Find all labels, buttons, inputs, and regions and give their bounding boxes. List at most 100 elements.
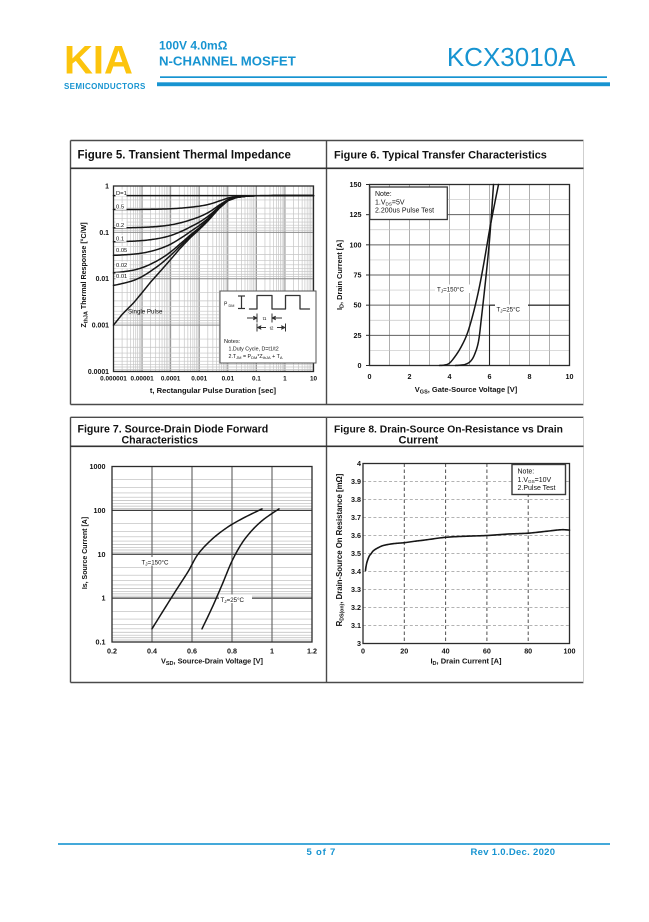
svg-text:0.8: 0.8: [227, 647, 237, 656]
svg-text:0.5: 0.5: [116, 205, 124, 211]
svg-text:3: 3: [357, 639, 361, 648]
svg-text:20: 20: [400, 647, 408, 656]
svg-text:3.6: 3.6: [351, 531, 361, 540]
svg-text:1.Duty Cycle, D=t1/t2: 1.Duty Cycle, D=t1/t2: [229, 347, 279, 353]
svg-text:2.TJM = PDM*ZthJA + TA: 2.TJM = PDM*ZthJA + TA: [229, 354, 283, 360]
svg-text:2.Pulse Test: 2.Pulse Test: [518, 485, 556, 492]
svg-text:0.02: 0.02: [116, 263, 127, 269]
svg-text:ID, Drain Current [A]: ID, Drain Current [A]: [335, 239, 346, 310]
svg-text:Characteristics: Characteristics: [122, 435, 199, 447]
svg-text:0: 0: [368, 372, 372, 381]
svg-text:DM: DM: [229, 304, 235, 308]
svg-text:1: 1: [283, 376, 287, 383]
svg-text:0.6: 0.6: [187, 647, 197, 656]
svg-text:8: 8: [528, 372, 532, 381]
svg-text:1000: 1000: [90, 462, 106, 471]
svg-text:3.7: 3.7: [351, 513, 361, 522]
svg-text:0.1: 0.1: [99, 230, 109, 237]
svg-text:60: 60: [483, 647, 491, 656]
svg-text:1: 1: [270, 647, 274, 656]
svg-text:10: 10: [566, 372, 574, 381]
svg-text:75: 75: [354, 271, 362, 280]
svg-text:0.01: 0.01: [116, 274, 127, 280]
svg-text:Note:: Note:: [518, 469, 535, 476]
svg-text:Is, Source Current [A]: Is, Source Current [A]: [82, 517, 89, 589]
svg-text:100: 100: [94, 506, 106, 515]
svg-text:1: 1: [102, 594, 106, 603]
svg-text:10: 10: [310, 376, 318, 383]
svg-text:5 of 7: 5 of 7: [307, 847, 337, 858]
svg-text:0.1: 0.1: [252, 376, 261, 383]
svg-text:0.2: 0.2: [107, 647, 117, 656]
svg-text:1.VGS=10V: 1.VGS=10V: [518, 477, 552, 484]
svg-text:100: 100: [564, 647, 576, 656]
svg-text:TJ=25°C: TJ=25°C: [221, 597, 245, 604]
svg-text:Figure 5. Transient Thermal Im: Figure 5. Transient Thermal Impedance: [78, 149, 291, 161]
svg-text:0.1: 0.1: [96, 638, 106, 647]
svg-text:1.2: 1.2: [307, 647, 317, 656]
svg-text:Single Pulse: Single Pulse: [128, 309, 163, 316]
svg-text:4: 4: [448, 372, 452, 381]
svg-text:10: 10: [98, 550, 106, 559]
svg-text:3.4: 3.4: [351, 567, 361, 576]
svg-text:Current: Current: [399, 435, 439, 447]
svg-text:80: 80: [524, 647, 532, 656]
svg-text:0.4: 0.4: [147, 647, 157, 656]
svg-text:0.01: 0.01: [222, 376, 235, 383]
svg-text:3.9: 3.9: [351, 477, 361, 486]
svg-text:Rev 1.0.Dec. 2020: Rev 1.0.Dec. 2020: [471, 847, 556, 858]
svg-text:100V 4.0mΩ: 100V 4.0mΩ: [159, 39, 228, 53]
svg-text:0.00001: 0.00001: [131, 376, 155, 383]
svg-text:SEMICONDUCTORS: SEMICONDUCTORS: [64, 82, 146, 91]
svg-text:4: 4: [357, 459, 361, 468]
svg-text:0.05: 0.05: [116, 248, 127, 254]
svg-text:0.000001: 0.000001: [100, 376, 127, 383]
svg-text:3.5: 3.5: [351, 549, 361, 558]
svg-text:125: 125: [350, 210, 362, 219]
svg-text:1.VDS=5V: 1.VDS=5V: [375, 199, 405, 206]
svg-text:150: 150: [350, 180, 362, 189]
svg-text:0.0001: 0.0001: [161, 376, 181, 383]
svg-text:P: P: [224, 302, 228, 308]
svg-text:TJ=150°C: TJ=150°C: [142, 560, 169, 567]
svg-text:0: 0: [361, 647, 365, 656]
svg-text:1: 1: [105, 183, 109, 190]
svg-text:3.8: 3.8: [351, 495, 361, 504]
svg-text:VSD, Source-Drain Voltage [V]: VSD, Source-Drain Voltage [V]: [161, 657, 264, 668]
svg-text:3.1: 3.1: [351, 621, 361, 630]
svg-text:50: 50: [354, 301, 362, 310]
svg-text:Figure 8. Drain-Source On-Resi: Figure 8. Drain-Source On-Resistance vs …: [334, 425, 563, 436]
svg-text:t1: t1: [263, 316, 267, 321]
svg-text:2.200us Pulse Test: 2.200us Pulse Test: [375, 208, 434, 215]
svg-text:2: 2: [408, 372, 412, 381]
svg-text:Figure 6. Typical Transfer Cha: Figure 6. Typical Transfer Characteristi…: [334, 149, 547, 161]
svg-text:0: 0: [358, 361, 362, 370]
svg-text:6: 6: [488, 372, 492, 381]
svg-text:TJ=25°C: TJ=25°C: [497, 307, 521, 314]
svg-text:t2: t2: [270, 326, 274, 331]
svg-text:ZthJA Thermal Response [°C/W]: ZthJA Thermal Response [°C/W]: [80, 222, 90, 327]
svg-text:0.0001: 0.0001: [88, 369, 109, 376]
svg-text:TJ=150°C: TJ=150°C: [437, 287, 464, 294]
svg-text:100: 100: [350, 240, 362, 249]
svg-text:N-CHANNEL MOSFET: N-CHANNEL MOSFET: [159, 54, 296, 69]
svg-text:3.3: 3.3: [351, 585, 361, 594]
svg-text:Note:: Note:: [375, 191, 392, 198]
svg-text:KIA: KIA: [64, 39, 133, 83]
svg-text:0.2: 0.2: [116, 223, 124, 229]
svg-text:0.001: 0.001: [92, 323, 109, 330]
svg-text:RDS(on), Drain-Source On Resis: RDS(on), Drain-Source On Resistance [mΩ]: [335, 473, 346, 626]
svg-text:40: 40: [442, 647, 450, 656]
svg-text:D=1: D=1: [116, 191, 127, 197]
svg-text:KCX3010A: KCX3010A: [447, 42, 576, 72]
svg-text:Figure 7. Source-Drain Diode F: Figure 7. Source-Drain Diode Forward: [78, 424, 269, 436]
svg-text:25: 25: [354, 331, 362, 340]
svg-text:0.01: 0.01: [96, 276, 110, 283]
svg-text:ID, Drain Current [A]: ID, Drain Current [A]: [430, 657, 502, 668]
svg-text:0.001: 0.001: [191, 376, 207, 383]
svg-text:VGS, Gate-Source Voltage [V]: VGS, Gate-Source Voltage [V]: [415, 385, 518, 396]
svg-text:t, Rectangular Pulse Duration: t, Rectangular Pulse Duration [sec]: [150, 386, 277, 395]
svg-text:Notes:: Notes:: [224, 339, 241, 345]
svg-text:0.1: 0.1: [116, 237, 124, 243]
svg-text:3.2: 3.2: [351, 603, 361, 612]
